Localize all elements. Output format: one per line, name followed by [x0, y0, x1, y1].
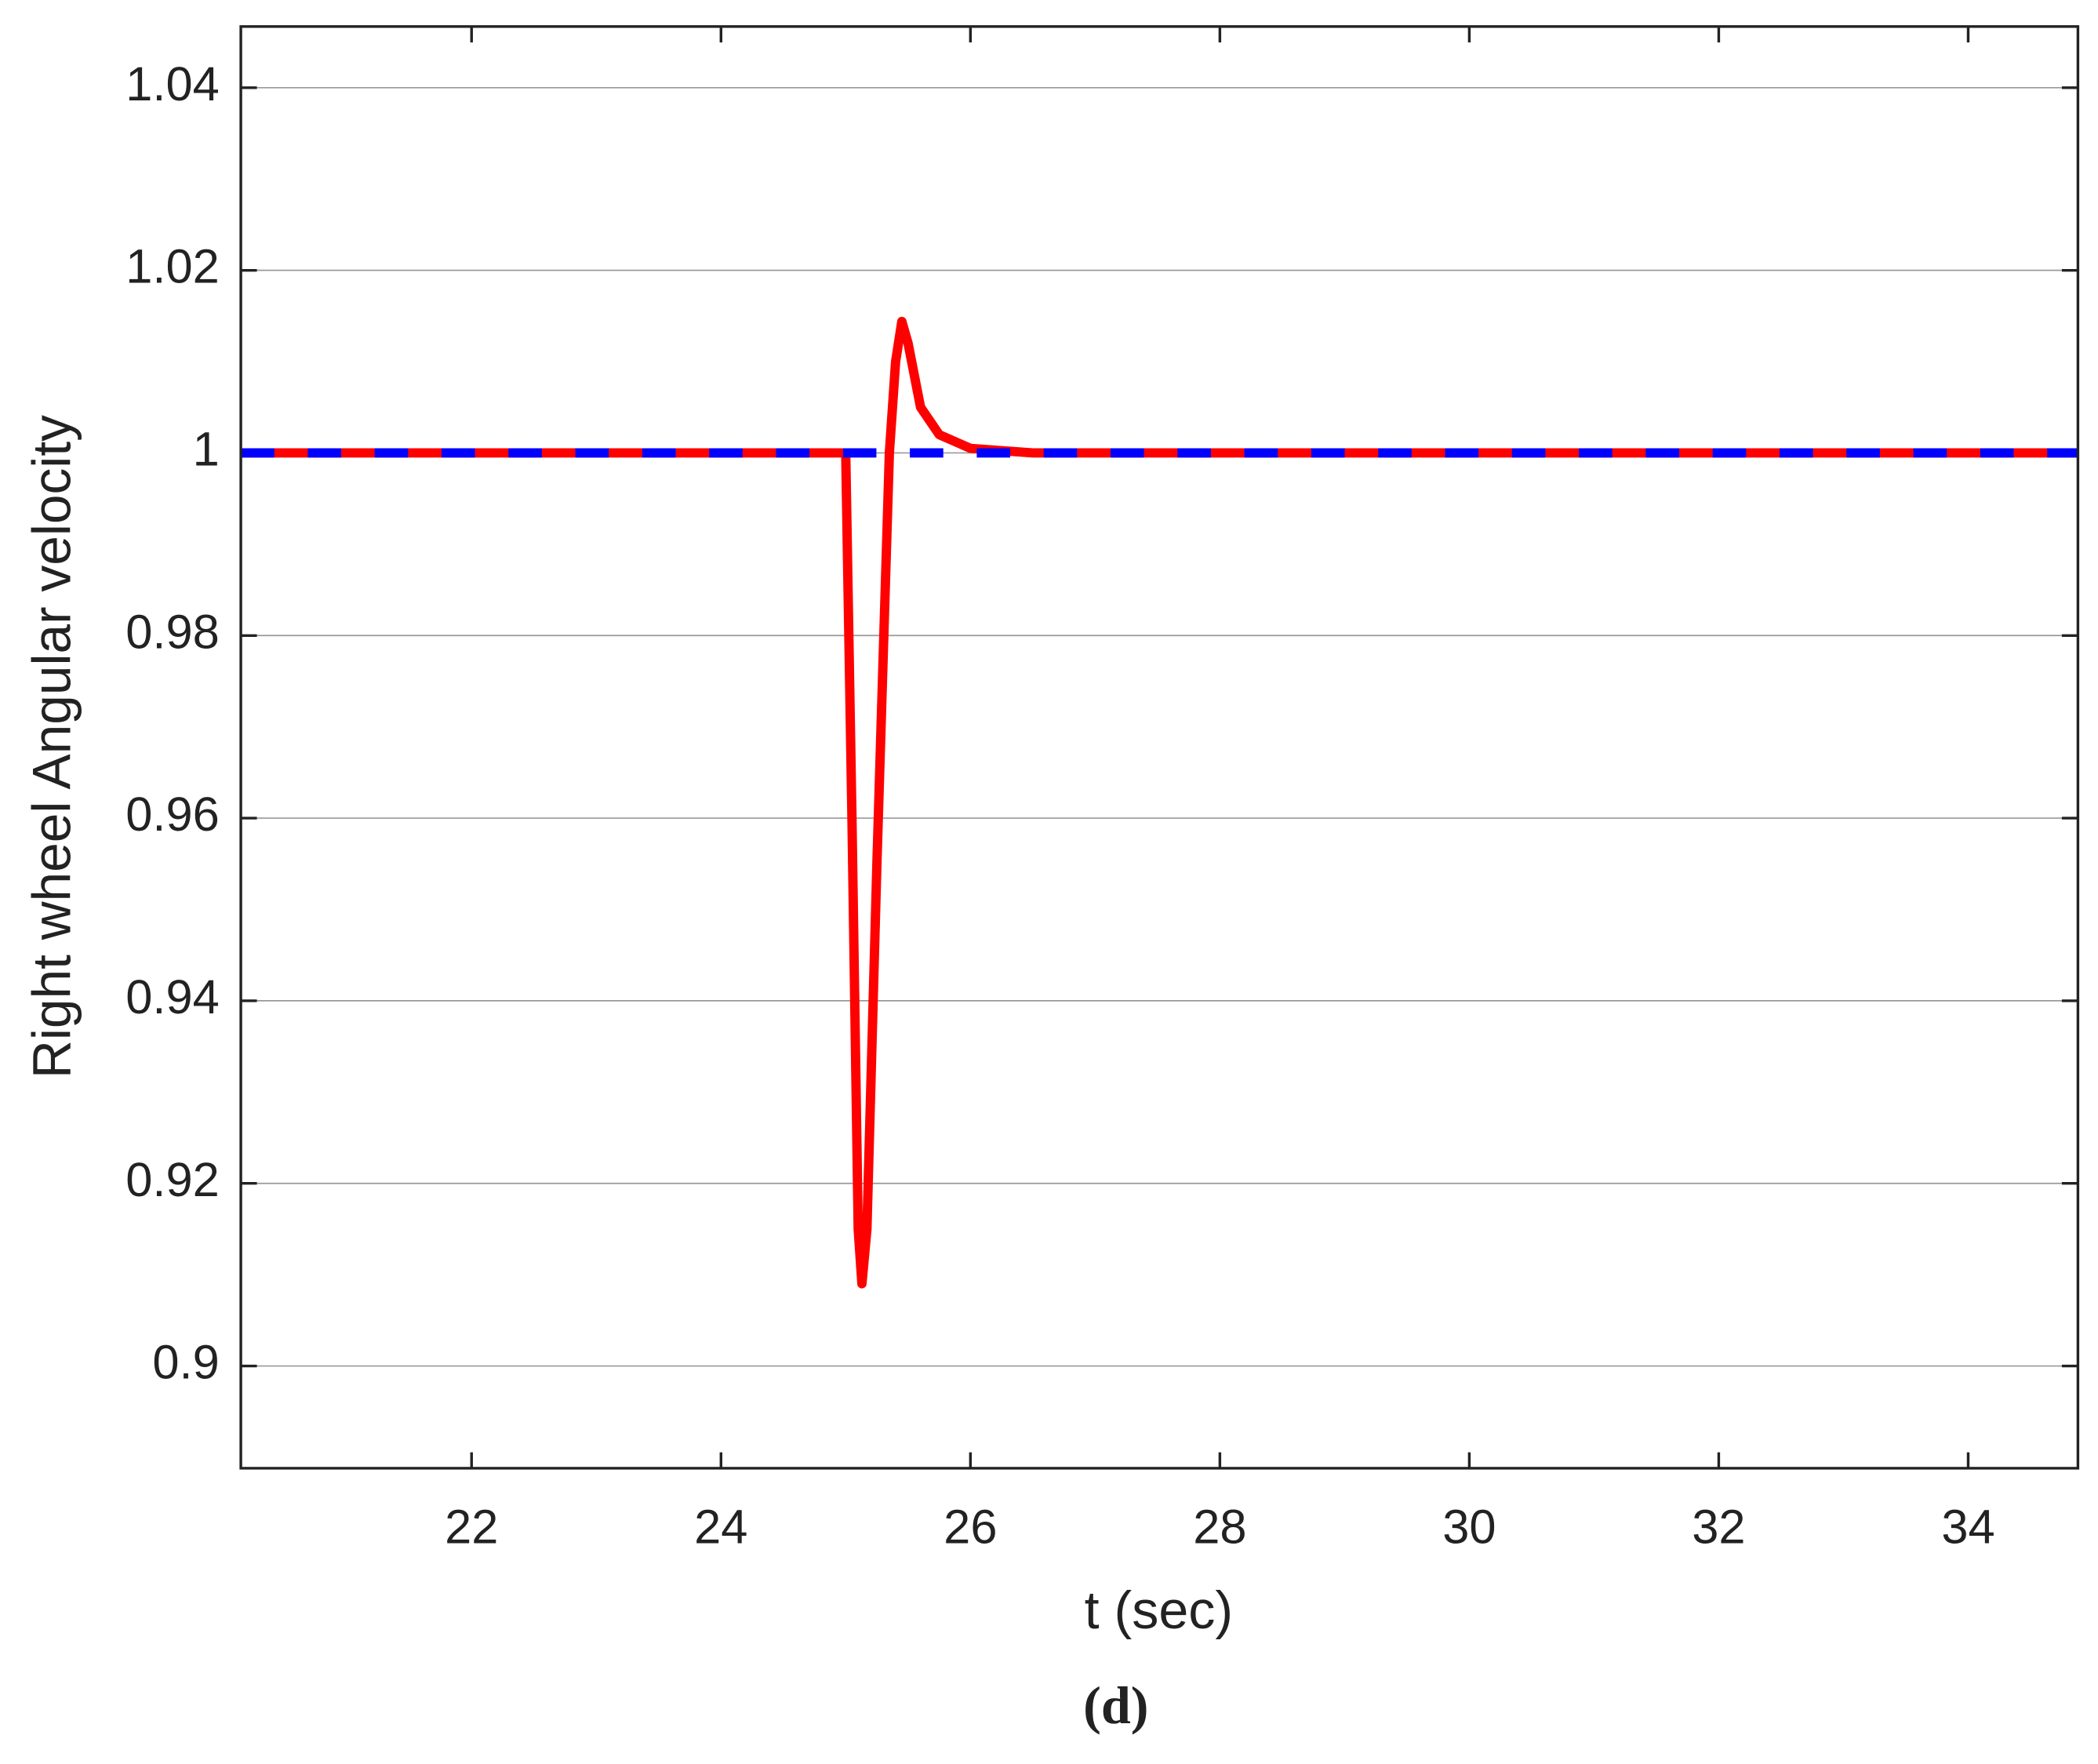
x-tick-label: 28 — [1193, 1500, 1246, 1554]
y-tick-label: 0.98 — [125, 606, 219, 659]
x-tick-label: 26 — [944, 1500, 997, 1554]
caption: (d) — [1083, 1675, 1148, 1735]
x-tick-label: 30 — [1442, 1500, 1496, 1554]
y-tick-label: 0.94 — [125, 970, 219, 1024]
plot-frame — [239, 25, 2080, 1470]
y-tick-label: 0.9 — [152, 1336, 219, 1389]
y-tick-label: 0.92 — [125, 1153, 219, 1206]
x-tick-label: 22 — [445, 1500, 498, 1554]
series-line — [241, 316, 2078, 1289]
y-tick-label: 0.96 — [125, 787, 219, 841]
x-tick-label: 34 — [1941, 1500, 1994, 1554]
x-axis-label: t (sec) — [1085, 1580, 1234, 1640]
y-tick-label: 1 — [193, 423, 220, 476]
y-axis-label: Right wheel Angular velocity — [22, 415, 82, 1078]
x-tick-label: 32 — [1692, 1500, 1745, 1554]
y-tick-label: 1.04 — [125, 57, 219, 111]
y-tick-label: 1.02 — [125, 240, 219, 293]
x-tick-label: 24 — [694, 1500, 747, 1554]
